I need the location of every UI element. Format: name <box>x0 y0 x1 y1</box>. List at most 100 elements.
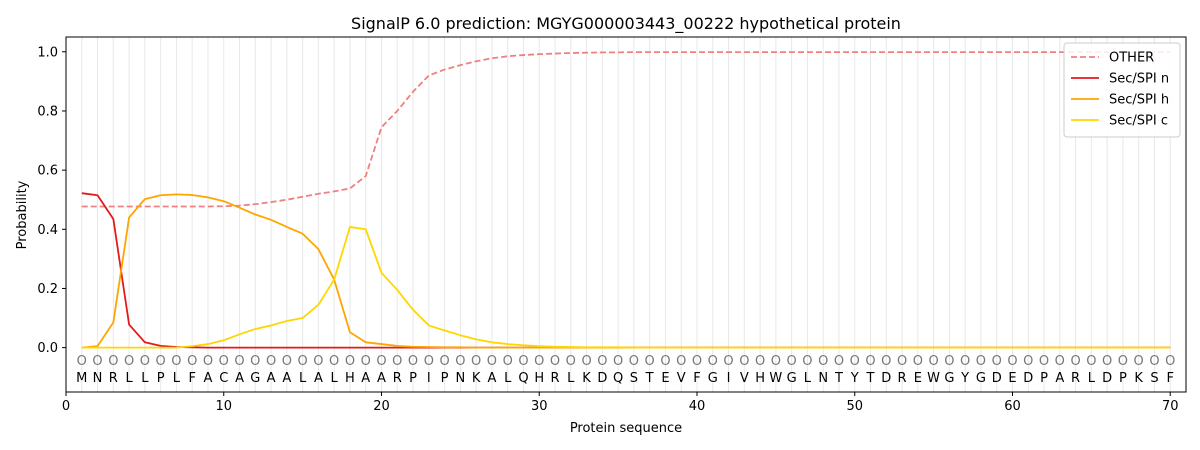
residue-label: D <box>881 371 891 386</box>
region-marker: O <box>723 354 733 369</box>
region-marker: O <box>424 354 434 369</box>
residue-label: L <box>504 371 512 386</box>
series-line-sec-spi-c <box>81 226 1171 349</box>
x-tick-label: 50 <box>846 399 863 414</box>
region-marker: O <box>156 354 166 369</box>
region-marker: O <box>124 354 134 369</box>
residue-label: D <box>1023 371 1033 386</box>
region-marker: O <box>1149 354 1159 369</box>
residue-label: G <box>708 371 718 386</box>
region-marker: O <box>992 354 1002 369</box>
region-marker: O <box>771 354 781 369</box>
region-marker: O <box>345 354 355 369</box>
residue-label: H <box>345 371 355 386</box>
residue-label: E <box>914 371 922 386</box>
region-marker: O <box>818 354 828 369</box>
region-marker: O <box>802 354 812 369</box>
residue-label: P <box>157 371 165 386</box>
legend-box <box>1063 42 1181 138</box>
region-marker: O <box>219 354 229 369</box>
region-marker: O <box>976 354 986 369</box>
region-marker: O <box>92 354 102 369</box>
residue-label: A <box>487 371 496 386</box>
residue-label: L <box>125 371 133 386</box>
residue-label: N <box>818 371 828 386</box>
residue-label: W <box>927 371 940 386</box>
region-marker: O <box>550 354 560 369</box>
y-tick-label: 0.4 <box>37 223 58 238</box>
residue-label: A <box>235 371 244 386</box>
residue-label: K <box>472 371 481 386</box>
residue-label: A <box>1055 371 1064 386</box>
legend-label: Sec/SPI n <box>1109 72 1169 87</box>
residue-label: F <box>693 371 700 386</box>
residue-label: A <box>314 371 323 386</box>
legend: OTHER Sec/SPI n Sec/SPI h Sec/SPI c <box>1063 42 1181 138</box>
region-marker: O <box>503 354 513 369</box>
region-marker: O <box>881 354 891 369</box>
residue-label: E <box>661 371 669 386</box>
region-marker: O <box>1165 354 1175 369</box>
region-marker: O <box>266 354 276 369</box>
region-marker: O <box>77 354 87 369</box>
region-marker: O <box>913 354 923 369</box>
region-marker: O <box>676 354 686 369</box>
x-tick-label: 30 <box>531 399 548 414</box>
residue-label: K <box>1134 371 1143 386</box>
region-marker: O <box>187 354 197 369</box>
region-marker: O <box>439 354 449 369</box>
x-tick-label: 0 <box>62 399 70 414</box>
residue-label: S <box>1150 371 1158 386</box>
region-marker: O <box>455 354 465 369</box>
x-tick-label: 60 <box>1004 399 1021 414</box>
residue-label: T <box>834 371 843 386</box>
region-marker: O <box>376 354 386 369</box>
residue-label: Y <box>960 371 969 386</box>
region-marker: O <box>108 354 118 369</box>
residue-label: P <box>409 371 417 386</box>
region-marker: O <box>234 354 244 369</box>
region-marker: O <box>581 354 591 369</box>
residue-label: T <box>866 371 875 386</box>
region-marker: O <box>1102 354 1112 369</box>
residue-label: L <box>173 371 181 386</box>
region-marker: O <box>1134 354 1144 369</box>
residue-label: N <box>455 371 465 386</box>
region-marker: O <box>1039 354 1049 369</box>
residue-label: D <box>992 371 1002 386</box>
region-marker: O <box>566 354 576 369</box>
residue-label: N <box>93 371 103 386</box>
region-marker: O <box>1023 354 1033 369</box>
region-marker: O <box>739 354 749 369</box>
residue-label: I <box>427 371 431 386</box>
residue-label: P <box>441 371 449 386</box>
region-marker: O <box>471 354 481 369</box>
residue-label: K <box>582 371 591 386</box>
series-line-sec-spi-h <box>81 193 1171 349</box>
region-marker: O <box>850 354 860 369</box>
residue-label: L <box>804 371 812 386</box>
sequence-labels: OMONOROLOLOPOLOFOAOCOAOGOAOAOLOAOLOHOAOA… <box>76 354 1175 386</box>
region-marker: O <box>613 354 623 369</box>
region-marker: O <box>834 354 844 369</box>
residue-label: P <box>1040 371 1048 386</box>
residue-label: L <box>1088 371 1096 386</box>
residue-label: H <box>755 371 765 386</box>
residue-label: G <box>976 371 986 386</box>
region-marker: O <box>518 354 528 369</box>
x-axis-label: Protein sequence <box>570 421 682 436</box>
residue-grid <box>81 37 1171 392</box>
region-marker: O <box>787 354 797 369</box>
region-marker: O <box>487 354 497 369</box>
residue-label: Q <box>518 371 528 386</box>
residue-label: A <box>267 371 276 386</box>
residue-label: P <box>1119 371 1127 386</box>
residue-label: F <box>1166 371 1173 386</box>
residue-label: A <box>377 371 386 386</box>
residue-label: H <box>534 371 544 386</box>
series-lines <box>81 51 1171 349</box>
legend-label: Sec/SPI c <box>1109 114 1168 129</box>
x-tick-label: 40 <box>689 399 706 414</box>
region-marker: O <box>629 354 639 369</box>
residue-label: L <box>299 371 307 386</box>
